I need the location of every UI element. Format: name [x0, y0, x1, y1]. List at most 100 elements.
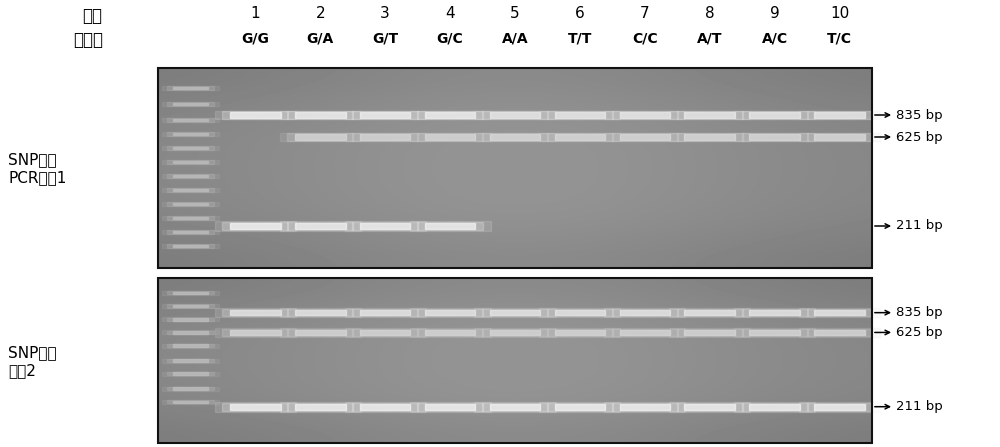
- Bar: [474, 402, 556, 412]
- Text: 3: 3: [380, 7, 390, 21]
- Bar: [230, 112, 281, 118]
- Bar: [669, 308, 750, 317]
- Bar: [417, 133, 483, 140]
- Bar: [799, 308, 880, 317]
- Bar: [807, 403, 872, 411]
- Bar: [230, 404, 281, 410]
- Bar: [677, 329, 743, 336]
- Bar: [230, 310, 281, 316]
- Bar: [742, 403, 808, 411]
- Bar: [604, 328, 685, 337]
- Bar: [410, 328, 491, 337]
- Bar: [287, 111, 353, 118]
- Bar: [749, 134, 800, 140]
- Bar: [167, 331, 214, 334]
- Bar: [167, 202, 214, 206]
- Bar: [162, 330, 219, 334]
- Bar: [173, 359, 208, 362]
- Text: 2: 2: [315, 7, 325, 21]
- Bar: [158, 278, 872, 443]
- Bar: [162, 86, 219, 90]
- Bar: [612, 309, 678, 316]
- Bar: [167, 160, 214, 164]
- Bar: [360, 223, 410, 229]
- Bar: [167, 86, 214, 90]
- Bar: [539, 328, 620, 337]
- Text: G/A: G/A: [307, 32, 334, 46]
- Bar: [352, 329, 418, 336]
- Bar: [167, 400, 214, 403]
- Bar: [352, 222, 418, 230]
- Bar: [807, 111, 872, 118]
- Bar: [173, 245, 208, 247]
- Bar: [539, 402, 620, 412]
- Text: 7: 7: [640, 7, 650, 21]
- Text: 基因型: 基因型: [73, 31, 103, 49]
- Bar: [167, 344, 214, 347]
- Text: 个体: 个体: [82, 7, 102, 25]
- Bar: [734, 133, 815, 141]
- Bar: [173, 203, 208, 205]
- Bar: [167, 304, 214, 308]
- Bar: [677, 133, 743, 140]
- Bar: [547, 329, 613, 336]
- Text: SNP鉴定: SNP鉴定: [8, 152, 57, 168]
- Bar: [280, 308, 361, 317]
- Bar: [345, 328, 426, 337]
- Bar: [167, 230, 214, 234]
- Bar: [167, 132, 214, 135]
- Bar: [162, 160, 219, 164]
- Bar: [280, 110, 361, 119]
- Bar: [410, 221, 491, 231]
- Bar: [167, 291, 214, 295]
- Bar: [555, 134, 605, 140]
- Bar: [173, 231, 208, 233]
- Text: 10: 10: [830, 7, 849, 21]
- Bar: [425, 223, 475, 229]
- Bar: [173, 331, 208, 334]
- Bar: [417, 111, 483, 118]
- Bar: [352, 111, 418, 118]
- Text: A/T: A/T: [697, 32, 722, 46]
- Bar: [410, 402, 491, 412]
- Bar: [287, 403, 353, 411]
- Bar: [417, 329, 483, 336]
- Bar: [295, 134, 346, 140]
- Bar: [287, 329, 353, 336]
- Bar: [749, 310, 800, 316]
- Bar: [799, 110, 880, 119]
- Bar: [490, 134, 540, 140]
- Bar: [555, 404, 605, 410]
- Bar: [547, 309, 613, 316]
- Text: SNP鉴定: SNP鉴定: [8, 345, 57, 360]
- Bar: [684, 134, 735, 140]
- Bar: [474, 133, 556, 141]
- Bar: [167, 372, 214, 375]
- Bar: [807, 309, 872, 316]
- Bar: [280, 402, 361, 412]
- Bar: [425, 112, 475, 118]
- Bar: [547, 133, 613, 140]
- Bar: [482, 133, 548, 140]
- Bar: [215, 221, 296, 231]
- Bar: [295, 310, 346, 316]
- Text: 211 bp: 211 bp: [896, 219, 943, 232]
- Bar: [352, 133, 418, 140]
- Bar: [410, 308, 491, 317]
- Text: C/C: C/C: [632, 32, 658, 46]
- Bar: [360, 112, 410, 118]
- Bar: [173, 161, 208, 163]
- Bar: [167, 118, 214, 122]
- Bar: [749, 112, 800, 118]
- Bar: [490, 310, 540, 316]
- Bar: [684, 330, 735, 335]
- Bar: [345, 308, 426, 317]
- Bar: [287, 133, 353, 140]
- Bar: [734, 308, 815, 317]
- Bar: [173, 318, 208, 320]
- Text: G/G: G/G: [241, 32, 269, 46]
- Bar: [173, 401, 208, 403]
- Text: T/T: T/T: [568, 32, 592, 46]
- Bar: [799, 402, 880, 412]
- Bar: [162, 146, 219, 150]
